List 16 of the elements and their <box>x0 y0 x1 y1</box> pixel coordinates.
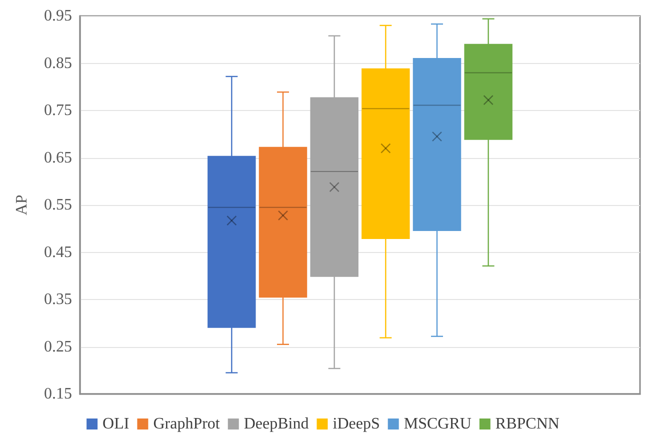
y-tick-label: 0.35 <box>44 291 72 308</box>
legend-label: OLI <box>102 416 130 432</box>
y-tick-label: 0.95 <box>44 8 72 24</box>
y-tick-label: 0.85 <box>44 54 72 72</box>
legend-label: DeepBind <box>244 416 309 432</box>
legend-label: RBPCNN <box>495 416 560 432</box>
y-tick-label: 0.65 <box>44 149 72 166</box>
legend-label: iDeepS <box>332 416 380 432</box>
y-axis-title: AP <box>14 194 30 216</box>
legend-label: GraphProt <box>153 416 220 432</box>
y-tick-label: 0.45 <box>44 244 72 261</box>
y-tick-label: 0.15 <box>44 386 72 402</box>
y-tick-label: 0.55 <box>44 196 72 214</box>
y-tick-label: 0.25 <box>44 338 72 356</box>
y-tick-label: 0.75 <box>44 102 72 119</box>
legend-label: MSCGRU <box>404 416 472 432</box>
